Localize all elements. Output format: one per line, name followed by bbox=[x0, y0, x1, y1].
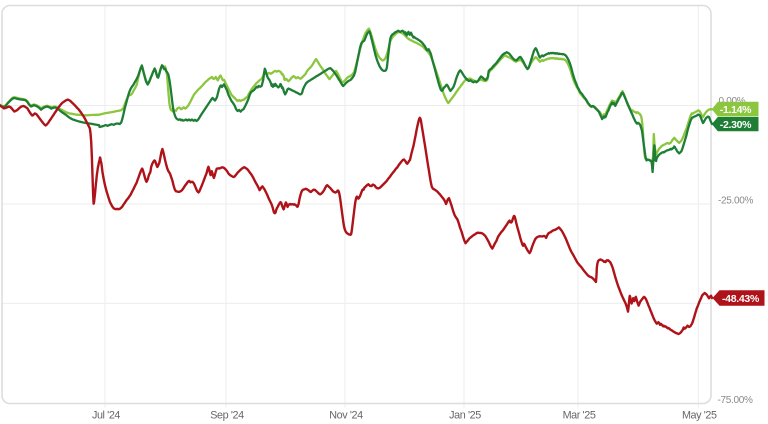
svg-text:Jan '25: Jan '25 bbox=[449, 410, 481, 422]
svg-text:-48.43%: -48.43% bbox=[722, 293, 760, 305]
svg-text:Nov '24: Nov '24 bbox=[329, 410, 363, 422]
svg-text:-75.00%: -75.00% bbox=[718, 395, 754, 406]
svg-text:-2.30%: -2.30% bbox=[720, 119, 752, 131]
svg-text:-25.00%: -25.00% bbox=[718, 196, 754, 207]
svg-text:0.00%: 0.00% bbox=[719, 96, 746, 107]
svg-text:May '25: May '25 bbox=[682, 410, 717, 422]
svg-text:-1.14%: -1.14% bbox=[720, 104, 752, 116]
svg-text:Jul '24: Jul '24 bbox=[92, 410, 120, 422]
svg-text:Mar '25: Mar '25 bbox=[563, 410, 596, 422]
svg-text:Sep '24: Sep '24 bbox=[210, 410, 244, 422]
